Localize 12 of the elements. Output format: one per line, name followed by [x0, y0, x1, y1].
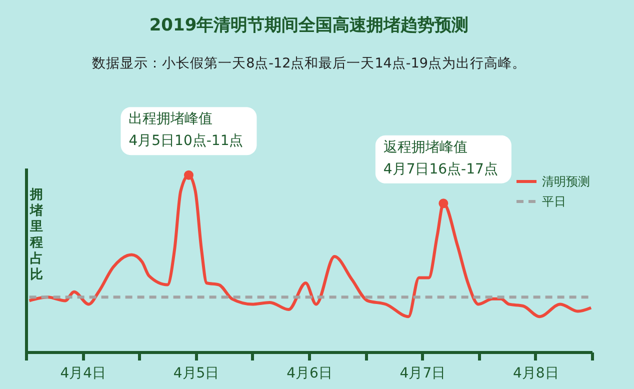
- legend-label: 平日: [542, 194, 566, 208]
- x-tick-label: 4月7日: [400, 366, 446, 382]
- y-axis-title: 拥堵里程占比: [29, 188, 43, 282]
- annotation: 返程拥堵峰值 4月7日16点-17点: [383, 139, 498, 178]
- legend-label: 清明预测: [542, 174, 590, 188]
- x-tick-label: 4月8日: [512, 366, 559, 382]
- x-tick-label: 4月5日: [173, 366, 220, 382]
- x-tick-label: 4月4日: [60, 366, 106, 382]
- x-tick-label: 4月6日: [286, 366, 332, 382]
- chart-subtitle: 数据显示：小长假第一天8点-12点和最后一天14点-19点为出行高峰。: [92, 56, 526, 72]
- chart-title: 2019年清明节期间全国高速拥堵趋势预测: [149, 16, 469, 36]
- annotation: 出程拥堵峰值 4月5日10点-11点: [128, 111, 244, 150]
